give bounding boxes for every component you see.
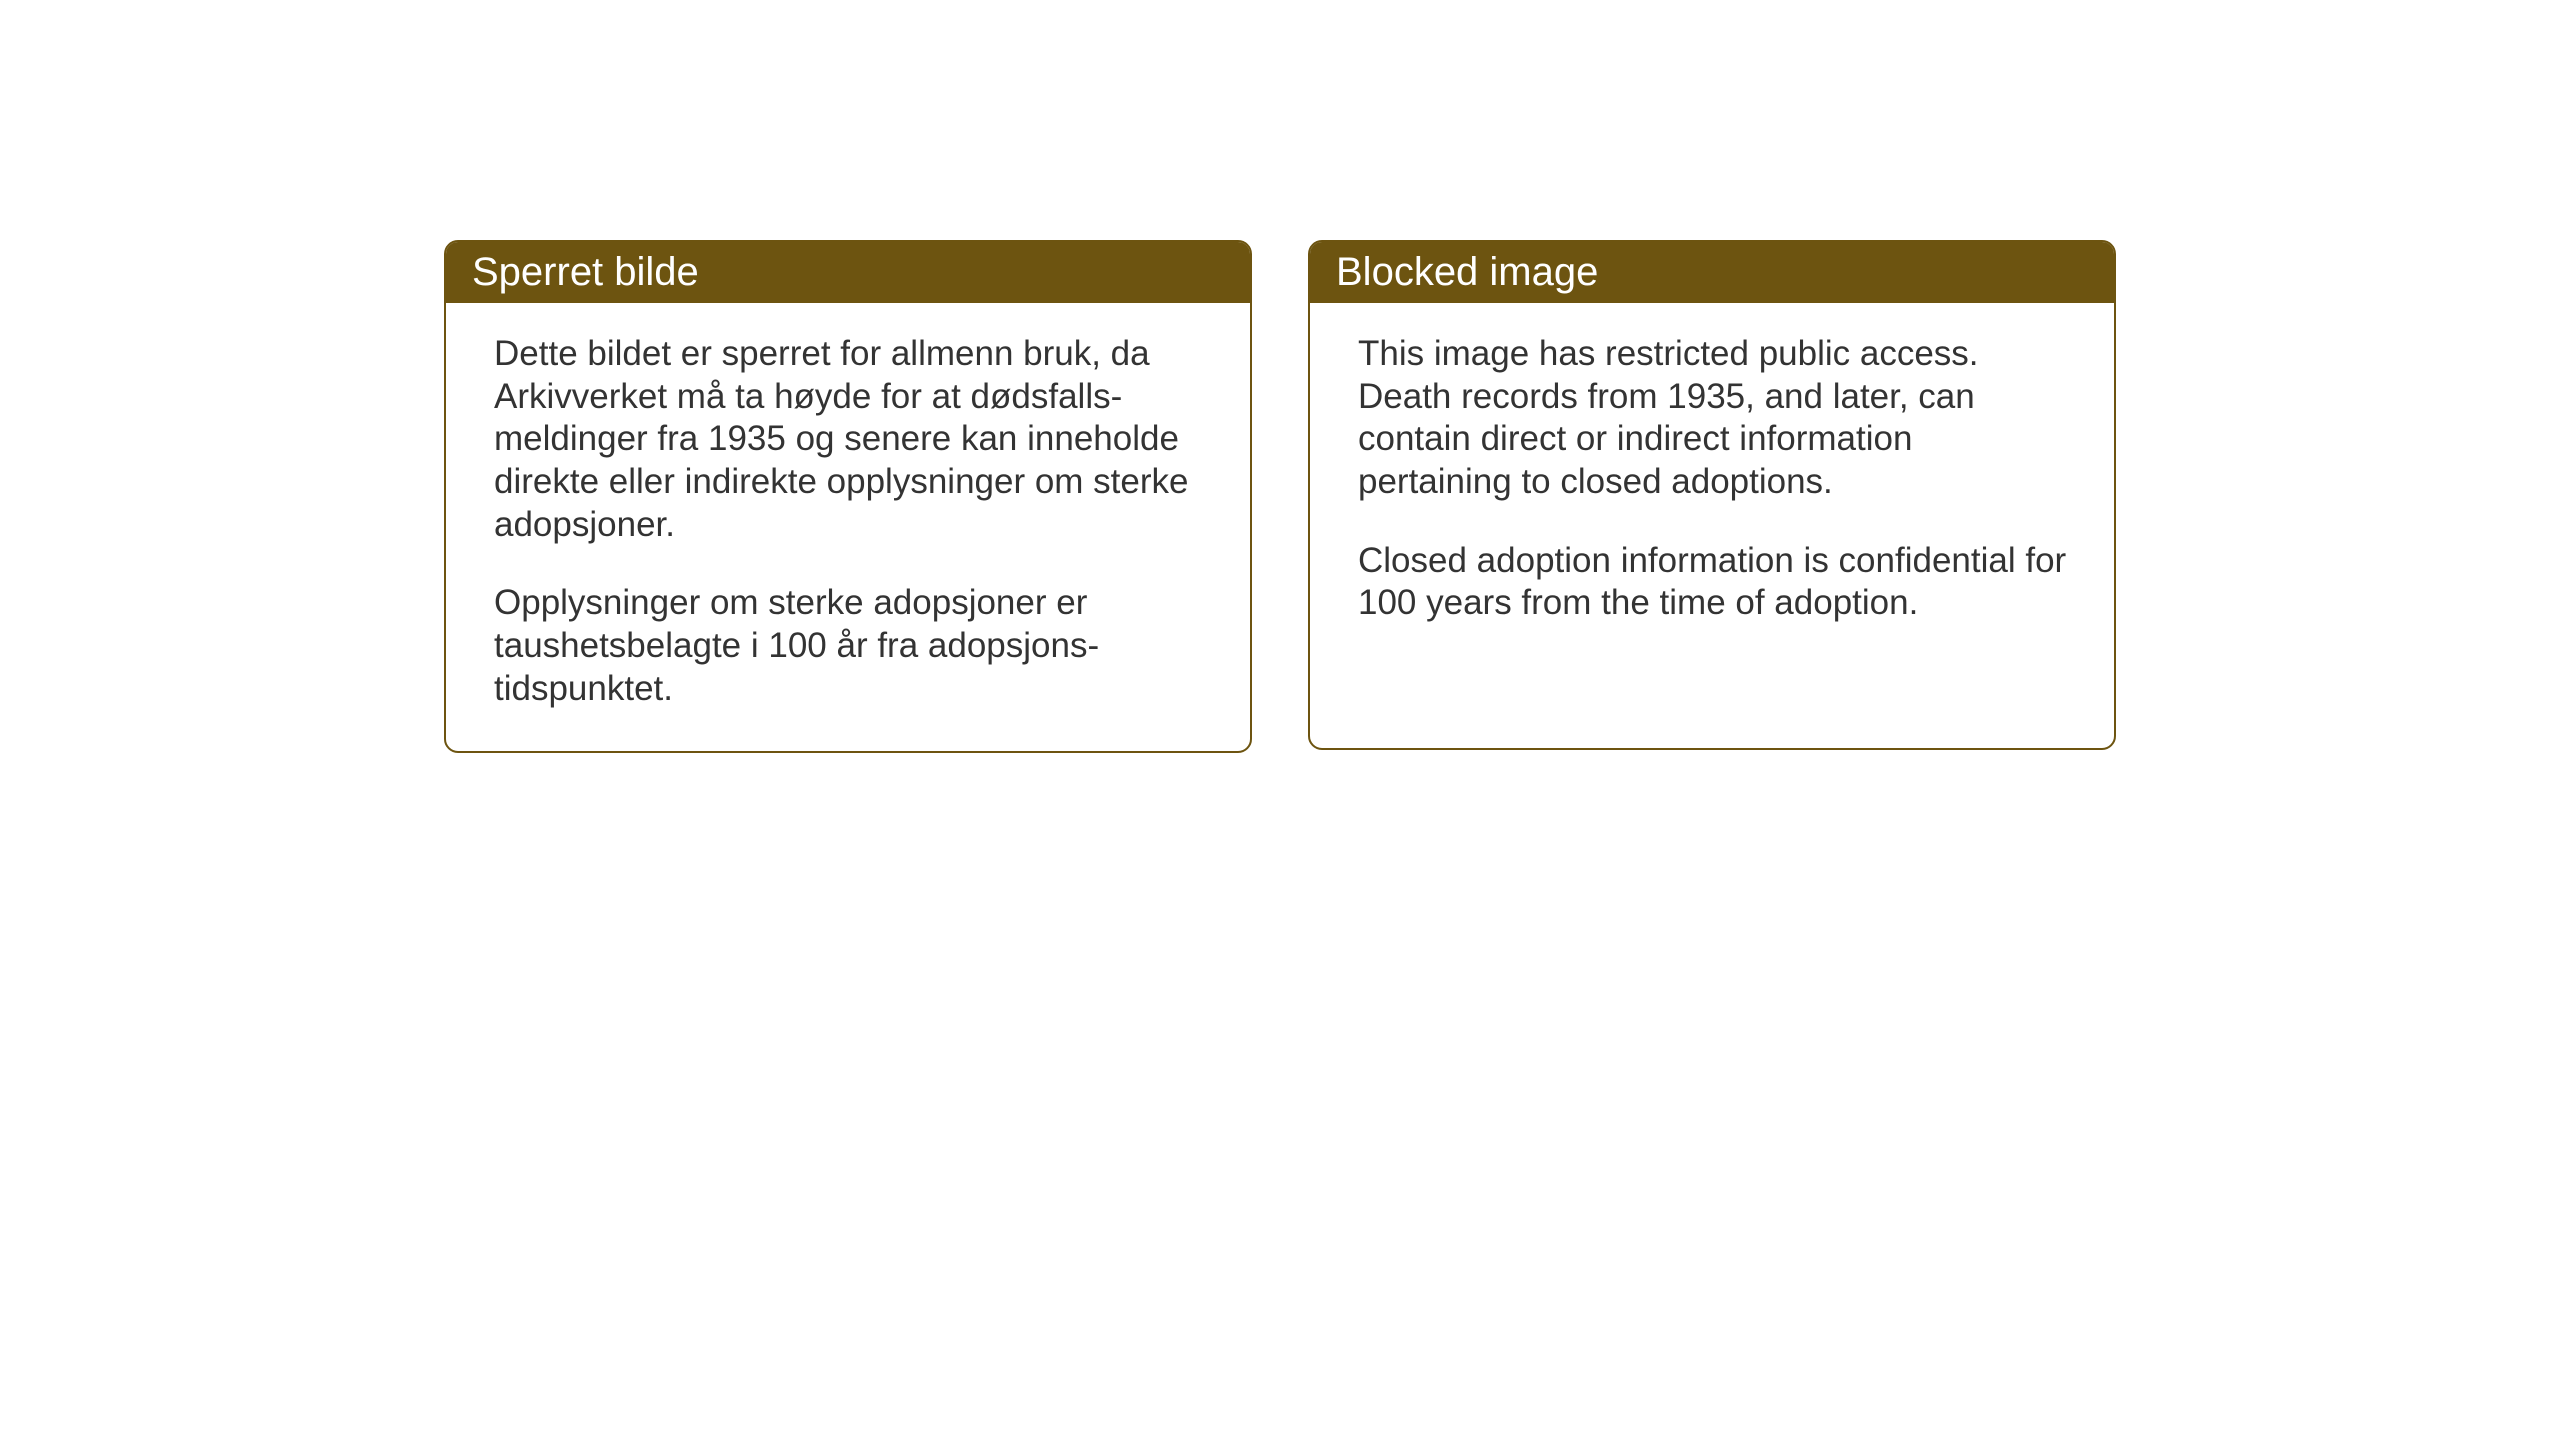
english-notice-card: Blocked image This image has restricted …	[1308, 240, 2116, 750]
english-paragraph-2: Closed adoption information is confident…	[1358, 540, 2070, 625]
english-card-title: Blocked image	[1310, 242, 2114, 303]
notice-container: Sperret bilde Dette bildet er sperret fo…	[0, 0, 2560, 753]
norwegian-card-body: Dette bildet er sperret for allmenn bruk…	[446, 303, 1250, 751]
norwegian-card-title: Sperret bilde	[446, 242, 1250, 303]
norwegian-paragraph-1: Dette bildet er sperret for allmenn bruk…	[494, 333, 1206, 546]
english-card-body: This image has restricted public access.…	[1310, 303, 2114, 665]
norwegian-paragraph-2: Opplysninger om sterke adopsjoner er tau…	[494, 582, 1206, 710]
english-paragraph-1: This image has restricted public access.…	[1358, 333, 2070, 504]
norwegian-notice-card: Sperret bilde Dette bildet er sperret fo…	[444, 240, 1252, 753]
